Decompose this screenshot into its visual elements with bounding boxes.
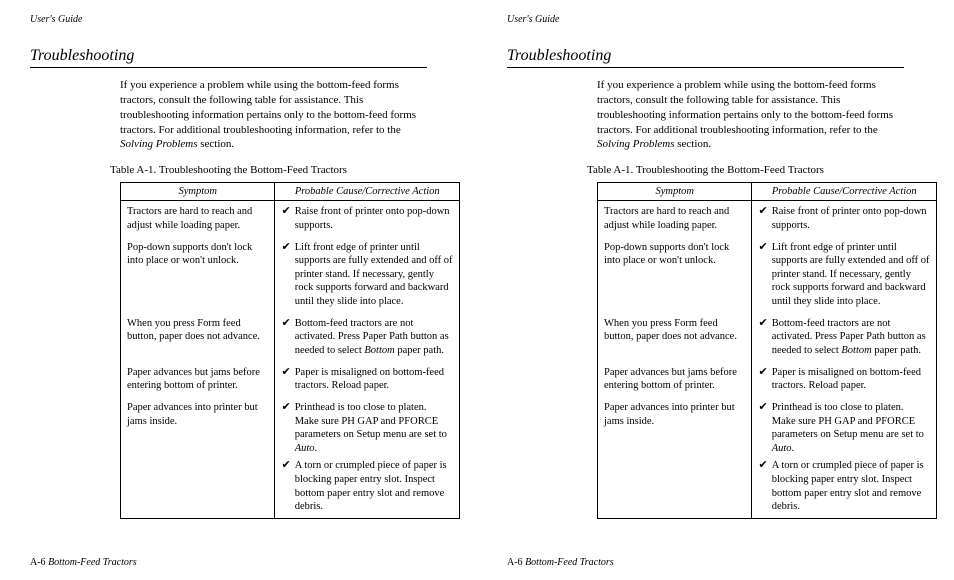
action-item: ✔ Lift front edge of printer until suppor… (281, 241, 453, 309)
action-text: Printhead is too close to platen. Make s… (772, 401, 930, 456)
action-item: ✔ Printhead is too close to platen. Make … (758, 401, 930, 456)
table-row: Tractors are hard to reach and adjust wh… (598, 201, 937, 237)
action-text: Bottom-feed tractors are not activated. … (772, 317, 930, 358)
symptom-cell: Tractors are hard to reach and adjust wh… (598, 201, 752, 237)
action-text: Paper is misaligned on bottom-feed tract… (295, 366, 453, 393)
action-cell: ✔ Lift front edge of printer until suppor… (275, 237, 460, 313)
action-item: ✔ Bottom-feed tractors are not activated.… (758, 317, 930, 358)
section-title: Troubleshooting (507, 47, 904, 68)
table-row: When you press Form feed button, paper d… (121, 313, 460, 362)
check-icon: ✔ (281, 317, 290, 329)
table-row: Paper advances but jams before entering … (121, 362, 460, 397)
action-cell: ✔ Lift front edge of printer until suppor… (752, 237, 937, 313)
action-cell: ✔ Printhead is too close to platen. Make … (752, 397, 937, 519)
action-cell: ✔ Paper is misaligned on bottom-feed trac… (752, 362, 937, 397)
check-icon: ✔ (281, 366, 290, 378)
action-item: ✔ Bottom-feed tractors are not activated.… (281, 317, 453, 358)
action-cell: ✔ Paper is misaligned on bottom-feed trac… (275, 362, 460, 397)
action-text: Bottom-feed tractors are not activated. … (295, 317, 453, 358)
symptom-cell: Paper advances but jams before entering … (121, 362, 275, 397)
symptom-cell: Pop-down supports don't lock into place … (121, 237, 275, 313)
check-icon: ✔ (758, 241, 767, 253)
table-row: Paper advances into printer but jams ins… (121, 397, 460, 519)
footer-title: Bottom-Feed Tractors (46, 557, 137, 568)
action-text: Lift front edge of printer until support… (295, 241, 453, 309)
left-page: User's Guide Troubleshooting If you experi… (0, 0, 477, 580)
section-title: Troubleshooting (30, 47, 427, 68)
check-icon: ✔ (281, 459, 290, 471)
page-footer: A-6 Bottom-Feed Tractors (30, 557, 137, 568)
action-item: ✔ Paper is misaligned on bottom-feed trac… (281, 366, 453, 393)
action-text: Lift front edge of printer until support… (772, 241, 930, 309)
action-text: Printhead is too close to platen. Make s… (295, 401, 453, 456)
action-text: Raise front of printer onto pop-down sup… (772, 205, 930, 232)
col-header-symptom: Symptom (598, 183, 752, 201)
action-item: ✔ Lift front edge of printer until suppor… (758, 241, 930, 309)
table-caption: Table A-1. Troubleshooting the Bottom-Fe… (507, 164, 904, 176)
col-header-action: Probable Cause/Corrective Action (752, 183, 937, 201)
page-footer: A-6 Bottom-Feed Tractors (507, 557, 614, 568)
table-row: Paper advances into printer but jams ins… (598, 397, 937, 519)
symptom-cell: When you press Form feed button, paper d… (598, 313, 752, 362)
symptom-cell: Tractors are hard to reach and adjust wh… (121, 201, 275, 237)
footer-title: Bottom-Feed Tractors (523, 557, 614, 568)
table-row: Paper advances but jams before entering … (598, 362, 937, 397)
action-cell: ✔ Raise front of printer onto pop-down su… (752, 201, 937, 237)
check-icon: ✔ (281, 401, 290, 413)
right-page: User's Guide Troubleshooting If you experi… (477, 0, 954, 580)
header-label: User's Guide (30, 14, 427, 25)
col-header-symptom: Symptom (121, 183, 275, 201)
action-item: ✔ Raise front of printer onto pop-down su… (281, 205, 453, 232)
action-text: Paper is misaligned on bottom-feed tract… (772, 366, 930, 393)
check-icon: ✔ (758, 317, 767, 329)
action-item: ✔ Raise front of printer onto pop-down su… (758, 205, 930, 232)
page-number: A-6 (507, 557, 523, 568)
action-text: Raise front of printer onto pop-down sup… (295, 205, 453, 232)
troubleshooting-table: SymptomProbable Cause/Corrective ActionT… (597, 182, 937, 519)
intro-paragraph: If you experience a problem while using … (120, 78, 427, 152)
check-icon: ✔ (281, 241, 290, 253)
symptom-cell: Paper advances into printer but jams ins… (598, 397, 752, 519)
check-icon: ✔ (758, 205, 767, 217)
action-item: ✔ A torn or crumpled piece of paper is bl… (281, 459, 453, 514)
action-text: A torn or crumpled piece of paper is blo… (772, 459, 930, 514)
troubleshooting-table: SymptomProbable Cause/Corrective ActionT… (120, 182, 460, 519)
check-icon: ✔ (758, 366, 767, 378)
col-header-action: Probable Cause/Corrective Action (275, 183, 460, 201)
check-icon: ✔ (281, 205, 290, 217)
symptom-cell: Paper advances but jams before entering … (598, 362, 752, 397)
action-cell: ✔ Printhead is too close to platen. Make … (275, 397, 460, 519)
table-row: Pop-down supports don't lock into place … (121, 237, 460, 313)
action-cell: ✔ Raise front of printer onto pop-down su… (275, 201, 460, 237)
intro-paragraph: If you experience a problem while using … (597, 78, 904, 152)
symptom-cell: When you press Form feed button, paper d… (121, 313, 275, 362)
page-number: A-6 (30, 557, 46, 568)
check-icon: ✔ (758, 401, 767, 413)
symptom-cell: Pop-down supports don't lock into place … (598, 237, 752, 313)
action-cell: ✔ Bottom-feed tractors are not activated.… (752, 313, 937, 362)
action-item: ✔ Printhead is too close to platen. Make … (281, 401, 453, 456)
table-caption: Table A-1. Troubleshooting the Bottom-Fe… (30, 164, 427, 176)
check-icon: ✔ (758, 459, 767, 471)
table-row: When you press Form feed button, paper d… (598, 313, 937, 362)
action-cell: ✔ Bottom-feed tractors are not activated.… (275, 313, 460, 362)
table-row: Tractors are hard to reach and adjust wh… (121, 201, 460, 237)
action-item: ✔ A torn or crumpled piece of paper is bl… (758, 459, 930, 514)
header-label: User's Guide (507, 14, 904, 25)
action-text: A torn or crumpled piece of paper is blo… (295, 459, 453, 514)
symptom-cell: Paper advances into printer but jams ins… (121, 397, 275, 519)
table-row: Pop-down supports don't lock into place … (598, 237, 937, 313)
action-item: ✔ Paper is misaligned on bottom-feed trac… (758, 366, 930, 393)
